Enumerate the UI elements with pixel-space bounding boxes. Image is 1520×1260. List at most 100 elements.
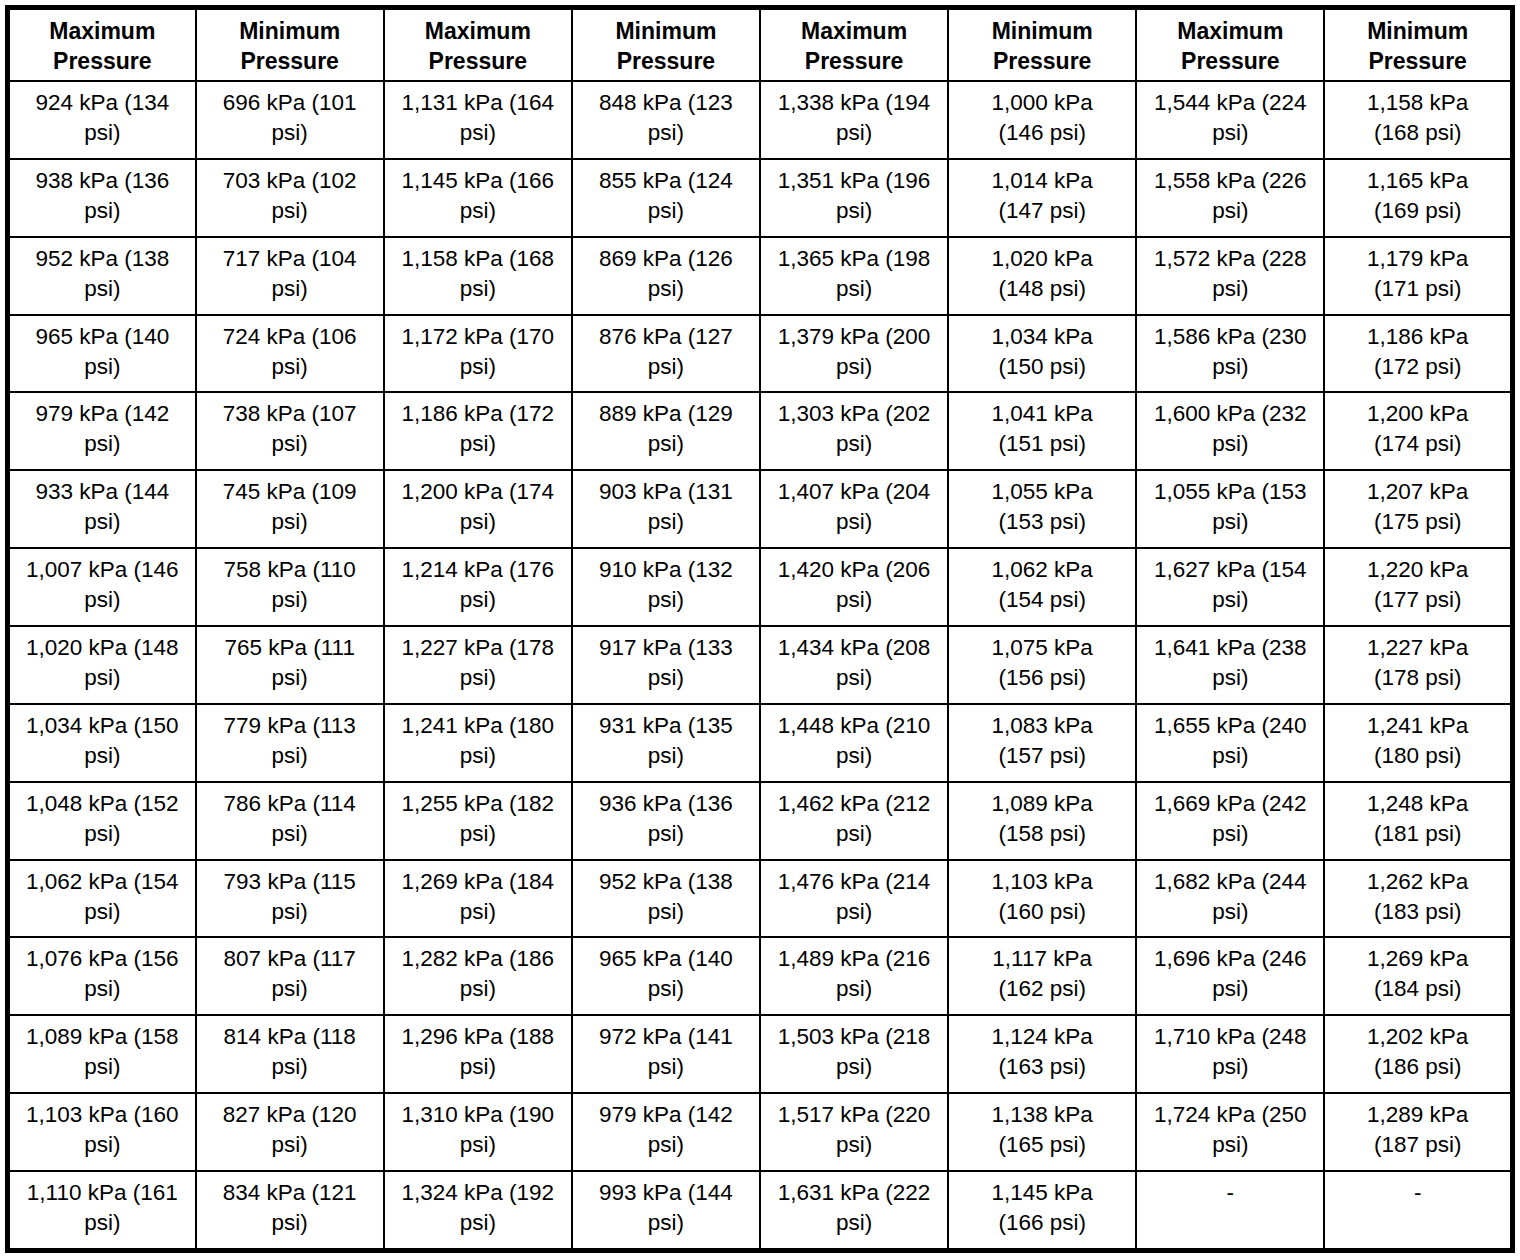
pressure-cell: 972 kPa (141 psi)	[572, 1015, 760, 1093]
pressure-cell: 1,476 kPa (214 psi)	[760, 860, 948, 938]
pressure-cell: 1,158 kPa (168 psi)	[1324, 81, 1512, 159]
pressure-cell: 917 kPa (133 psi)	[572, 626, 760, 704]
pressure-cell: 1,076 kPa (156 psi)	[8, 937, 196, 1015]
pressure-cell: 952 kPa (138 psi)	[572, 860, 760, 938]
table-row-7: 1,007 kPa (146 psi)758 kPa (110 psi)1,21…	[8, 548, 1513, 626]
column-header-3: Maximum Pressure	[384, 8, 572, 82]
pressure-cell: 1,351 kPa (196 psi)	[760, 159, 948, 237]
pressure-cell: 1,089 kPa (158 psi)	[8, 1015, 196, 1093]
pressure-cell: 1,227 kPa (178 psi)	[384, 626, 572, 704]
pressure-table: Maximum PressureMinimum PressureMaximum …	[5, 5, 1515, 1253]
pressure-cell: 993 kPa (144 psi)	[572, 1171, 760, 1250]
pressure-cell: 933 kPa (144 psi)	[8, 470, 196, 548]
header-row: Maximum PressureMinimum PressureMaximum …	[8, 8, 1513, 82]
pressure-cell: 1,179 kPa (171 psi)	[1324, 237, 1512, 315]
pressure-cell: 1,710 kPa (248 psi)	[1136, 1015, 1324, 1093]
pressure-cell: 1,055 kPa (153 psi)	[948, 470, 1136, 548]
pressure-cell: 1,517 kPa (220 psi)	[760, 1093, 948, 1171]
pressure-cell: 1,220 kPa (177 psi)	[1324, 548, 1512, 626]
pressure-cell: 1,365 kPa (198 psi)	[760, 237, 948, 315]
table-row-13: 1,089 kPa (158 psi)814 kPa (118 psi)1,29…	[8, 1015, 1513, 1093]
pressure-table-body: 924 kPa (134 psi)696 kPa (101 psi)1,131 …	[8, 81, 1513, 1251]
pressure-cell: 910 kPa (132 psi)	[572, 548, 760, 626]
pressure-cell: 1,020 kPa (148 psi)	[8, 626, 196, 704]
pressure-cell: 1,572 kPa (228 psi)	[1136, 237, 1324, 315]
pressure-cell: 952 kPa (138 psi)	[8, 237, 196, 315]
pressure-cell: 1,631 kPa (222 psi)	[760, 1171, 948, 1250]
pressure-cell: 1,214 kPa (176 psi)	[384, 548, 572, 626]
pressure-cell: 1,089 kPa (158 psi)	[948, 782, 1136, 860]
pressure-cell: 765 kPa (111 psi)	[196, 626, 384, 704]
pressure-cell: 903 kPa (131 psi)	[572, 470, 760, 548]
pressure-cell: 931 kPa (135 psi)	[572, 704, 760, 782]
pressure-cell: 889 kPa (129 psi)	[572, 392, 760, 470]
pressure-cell: 1,014 kPa (147 psi)	[948, 159, 1136, 237]
pressure-cell: 965 kPa (140 psi)	[572, 937, 760, 1015]
pressure-cell: 834 kPa (121 psi)	[196, 1171, 384, 1250]
table-row-4: 965 kPa (140 psi)724 kPa (106 psi)1,172 …	[8, 315, 1513, 393]
column-header-8: Minimum Pressure	[1324, 8, 1512, 82]
pressure-cell: 848 kPa (123 psi)	[572, 81, 760, 159]
pressure-cell: 1,448 kPa (210 psi)	[760, 704, 948, 782]
pressure-cell: 1,110 kPa (161 psi)	[8, 1171, 196, 1250]
pressure-cell: 1,379 kPa (200 psi)	[760, 315, 948, 393]
table-row-12: 1,076 kPa (156 psi)807 kPa (117 psi)1,28…	[8, 937, 1513, 1015]
pressure-cell: 1,145 kPa (166 psi)	[948, 1171, 1136, 1250]
pressure-cell: 1,269 kPa (184 psi)	[1324, 937, 1512, 1015]
pressure-cell: 1,303 kPa (202 psi)	[760, 392, 948, 470]
pressure-cell: 1,600 kPa (232 psi)	[1136, 392, 1324, 470]
table-row-1: 924 kPa (134 psi)696 kPa (101 psi)1,131 …	[8, 81, 1513, 159]
pressure-cell: 696 kPa (101 psi)	[196, 81, 384, 159]
pressure-cell: 1,202 kPa (186 psi)	[1324, 1015, 1512, 1093]
pressure-cell: 1,338 kPa (194 psi)	[760, 81, 948, 159]
pressure-cell: 1,200 kPa (174 psi)	[1324, 392, 1512, 470]
pressure-cell: 1,186 kPa (172 psi)	[1324, 315, 1512, 393]
pressure-cell: 745 kPa (109 psi)	[196, 470, 384, 548]
pressure-cell: 855 kPa (124 psi)	[572, 159, 760, 237]
pressure-cell: 779 kPa (113 psi)	[196, 704, 384, 782]
pressure-cell: 1,075 kPa (156 psi)	[948, 626, 1136, 704]
pressure-cell: 1,262 kPa (183 psi)	[1324, 860, 1512, 938]
pressure-cell: 1,489 kPa (216 psi)	[760, 937, 948, 1015]
pressure-cell: 1,641 kPa (238 psi)	[1136, 626, 1324, 704]
table-row-5: 979 kPa (142 psi)738 kPa (107 psi)1,186 …	[8, 392, 1513, 470]
pressure-cell: 1,103 kPa (160 psi)	[8, 1093, 196, 1171]
pressure-cell: 1,227 kPa (178 psi)	[1324, 626, 1512, 704]
pressure-cell: 1,682 kPa (244 psi)	[1136, 860, 1324, 938]
column-header-6: Minimum Pressure	[948, 8, 1136, 82]
pressure-cell: 1,269 kPa (184 psi)	[384, 860, 572, 938]
pressure-cell: 1,062 kPa (154 psi)	[8, 860, 196, 938]
pressure-cell: 1,696 kPa (246 psi)	[1136, 937, 1324, 1015]
pressure-cell: 1,248 kPa (181 psi)	[1324, 782, 1512, 860]
pressure-cell: 793 kPa (115 psi)	[196, 860, 384, 938]
table-row-6: 933 kPa (144 psi)745 kPa (109 psi)1,200 …	[8, 470, 1513, 548]
pressure-cell: 1,062 kPa (154 psi)	[948, 548, 1136, 626]
pressure-cell: 1,124 kPa (163 psi)	[948, 1015, 1136, 1093]
pressure-cell: 1,131 kPa (164 psi)	[384, 81, 572, 159]
table-row-14: 1,103 kPa (160 psi)827 kPa (120 psi)1,31…	[8, 1093, 1513, 1171]
pressure-cell: 1,544 kPa (224 psi)	[1136, 81, 1324, 159]
pressure-cell: 1,117 kPa (162 psi)	[948, 937, 1136, 1015]
pressure-cell: 1,627 kPa (154 psi)	[1136, 548, 1324, 626]
pressure-cell: 814 kPa (118 psi)	[196, 1015, 384, 1093]
pressure-cell: 1,207 kPa (175 psi)	[1324, 470, 1512, 548]
pressure-cell: 1,669 kPa (242 psi)	[1136, 782, 1324, 860]
pressure-cell: 869 kPa (126 psi)	[572, 237, 760, 315]
pressure-cell: 738 kPa (107 psi)	[196, 392, 384, 470]
pressure-cell: 827 kPa (120 psi)	[196, 1093, 384, 1171]
pressure-cell: 1,420 kPa (206 psi)	[760, 548, 948, 626]
pressure-cell: 924 kPa (134 psi)	[8, 81, 196, 159]
column-header-2: Minimum Pressure	[196, 8, 384, 82]
pressure-cell: 979 kPa (142 psi)	[572, 1093, 760, 1171]
column-header-7: Maximum Pressure	[1136, 8, 1324, 82]
pressure-cell: 1,083 kPa (157 psi)	[948, 704, 1136, 782]
pressure-cell: 758 kPa (110 psi)	[196, 548, 384, 626]
table-row-15: 1,110 kPa (161 psi)834 kPa (121 psi)1,32…	[8, 1171, 1513, 1250]
pressure-cell: 936 kPa (136 psi)	[572, 782, 760, 860]
pressure-cell: -	[1324, 1171, 1512, 1250]
pressure-cell: 938 kPa (136 psi)	[8, 159, 196, 237]
pressure-cell: 1,020 kPa (148 psi)	[948, 237, 1136, 315]
table-row-8: 1,020 kPa (148 psi)765 kPa (111 psi)1,22…	[8, 626, 1513, 704]
pressure-cell: 1,655 kPa (240 psi)	[1136, 704, 1324, 782]
document-page: Maximum PressureMinimum PressureMaximum …	[0, 0, 1520, 1260]
